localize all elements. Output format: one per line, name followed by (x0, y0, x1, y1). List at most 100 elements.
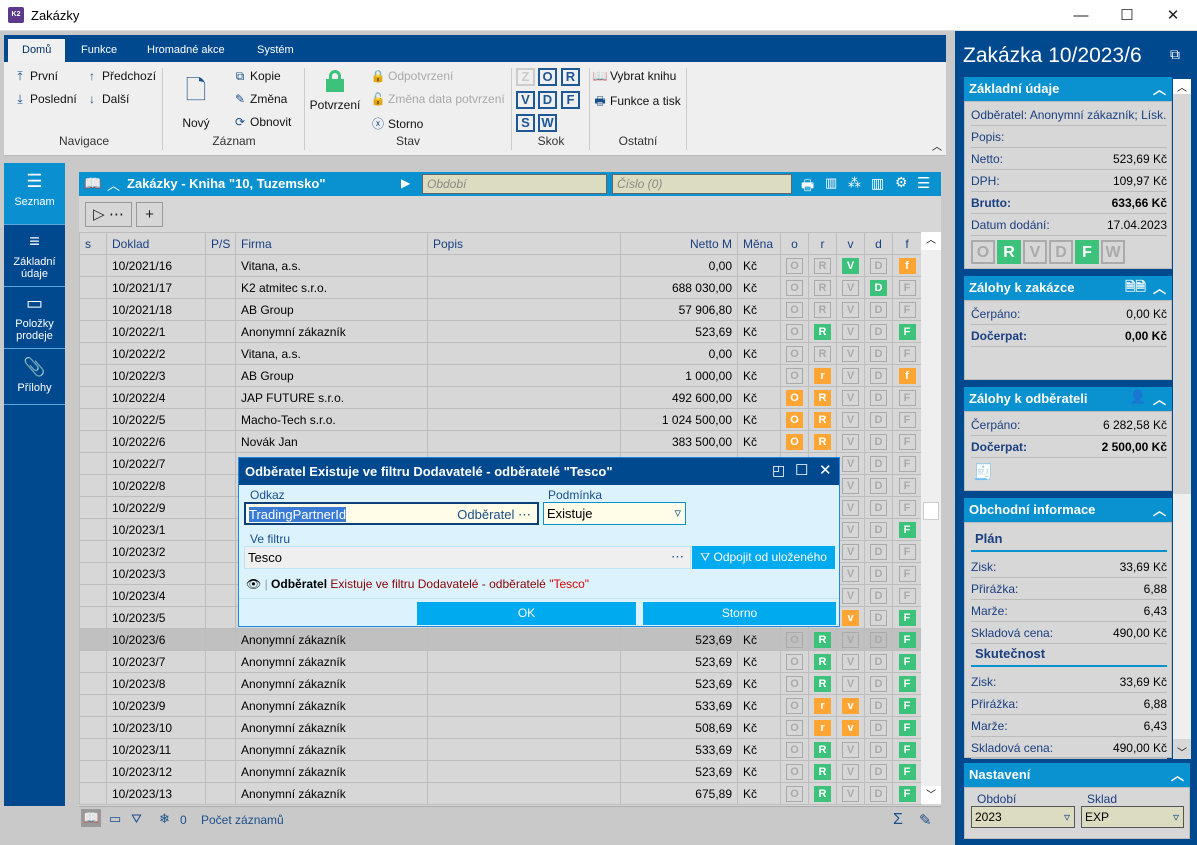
nav-zakladni-udaje[interactable]: ≡ Základní údaje (4, 225, 65, 287)
invoice-coins-icon[interactable]: 🧾 (973, 464, 993, 481)
gear-icon[interactable]: ⚙ (895, 174, 908, 190)
column-header-f[interactable]: f (892, 232, 922, 255)
snowflake-icon[interactable]: ❄ (159, 811, 170, 826)
chevron-up-icon[interactable]: ︿ (107, 178, 121, 193)
table-row[interactable]: 10/2023/12 Anonymní zákazník 523,69 Kč O R V D F (79, 760, 922, 783)
table-row[interactable]: 10/2022/6 Novák Jan 383 500,00 Kč O R V D F (79, 430, 922, 453)
copy-button[interactable]: ⧉ Kopie (232, 69, 281, 84)
table-row[interactable]: 10/2023/7 Anonymní zákazník 523,69 Kč O R V D F (79, 650, 922, 673)
ellipsis-icon[interactable]: ⋯ (518, 507, 531, 522)
jump-f-button[interactable]: F (561, 91, 580, 109)
collapse-ribbon-icon[interactable]: ︿ (932, 142, 942, 153)
minimize-button[interactable]: — (1073, 7, 1089, 24)
jump-d-button[interactable]: D (538, 91, 557, 109)
close-button[interactable]: ✕ (1166, 7, 1180, 24)
table-row[interactable]: 10/2022/2 Vitana, a.s. 0,00 Kč O R V D F (79, 342, 922, 365)
nav-prilohy[interactable]: 📎 Přílohy (4, 349, 65, 405)
ellipsis-icon[interactable]: ⋯ (671, 549, 684, 564)
chevron-up-icon[interactable]: ︿ (1152, 281, 1166, 296)
scroll-up-icon[interactable]: ︿ (921, 232, 941, 250)
chevron-up-icon[interactable]: ︿ (1152, 392, 1166, 407)
document-icon[interactable]: 🗎🗎 (1125, 279, 1146, 294)
table-row[interactable]: 10/2023/11 Anonymní zákazník 533,69 Kč O R V D F (79, 738, 922, 761)
period-filter-input[interactable]: Období (422, 174, 607, 194)
section-header-business[interactable]: Obchodní informace ︿ (964, 498, 1172, 522)
jump-s-button[interactable]: S (516, 114, 535, 132)
cancel-state-button[interactable]: ⓧ Storno (371, 117, 424, 131)
popout-icon[interactable]: ⧉ (1170, 46, 1180, 62)
link-input[interactable]: TradingPartnerId Odběratel ⋯ (244, 502, 539, 525)
table-row[interactable]: 10/2023/6 Anonymní zákazník 523,69 Kč O R V D F (79, 628, 922, 651)
store-select[interactable]: EXP ▿ (1081, 806, 1184, 828)
printer-icon[interactable]: 🖶 (801, 177, 815, 193)
detach-saved-button[interactable]: ⛛ Odpojit od uloženého (692, 546, 835, 569)
run-button[interactable]: ▷ ⋯ (85, 202, 132, 227)
user-document-icon[interactable]: 👤 (1129, 389, 1146, 404)
record-count-label[interactable]: Počet záznamů (201, 813, 284, 827)
detail-scrollbar[interactable]: ︿ ﹀ (1173, 79, 1191, 759)
book-view-icon[interactable]: 📖 (81, 809, 102, 827)
pencil-icon[interactable]: ✎ (919, 812, 932, 829)
column-header-firma[interactable]: Firma (235, 232, 428, 255)
last-button[interactable]: ⤓ Poslední (12, 92, 76, 107)
period-select[interactable]: 2023 ▿ (971, 806, 1075, 828)
table-row[interactable]: 10/2022/4 JAP FUTURE s.r.o. 492 600,00 Kč O R… (79, 386, 922, 409)
section-header-basic[interactable]: Základní údaje ︿ (964, 77, 1172, 101)
table-row[interactable]: 10/2021/17 K2 atmitec s.r.o. 688 030,00 Kč O… (79, 276, 922, 299)
jump-v-button[interactable]: V (516, 91, 535, 109)
chevron-up-icon[interactable]: ︿ (1170, 768, 1184, 783)
tab-system[interactable]: Systém (257, 44, 294, 56)
columns-icon[interactable]: ▥ (871, 175, 885, 191)
play-dropdown-icon[interactable]: ▶ (401, 176, 411, 190)
filter-input[interactable]: Tesco ⋯ (244, 546, 691, 569)
eye-icon[interactable]: 👁 (246, 577, 262, 591)
scroll-up-icon[interactable]: ︿ (1173, 79, 1191, 94)
previous-button[interactable]: ↑ Předchozí (84, 69, 156, 83)
refresh-button[interactable]: ⟳ Obnovit (232, 115, 291, 129)
jump-w-button[interactable]: W (538, 114, 557, 132)
table-row[interactable]: 10/2022/5 Macho-Tech s.r.o. 1 024 500,00 Kč… (79, 408, 922, 431)
storno-button[interactable]: Storno (643, 602, 836, 625)
jump-z-button[interactable]: Z (516, 68, 535, 86)
next-button[interactable]: ↓ Další (84, 92, 129, 106)
hamburger-menu-icon[interactable]: ☰ (917, 175, 931, 192)
nav-polozky-prodeje[interactable]: ▭ Položky prodeje (4, 287, 65, 349)
column-header-o[interactable]: o (780, 232, 809, 255)
scroll-down-icon[interactable]: ﹀ (921, 786, 941, 804)
ok-button[interactable]: OK (417, 602, 636, 625)
table-row[interactable]: 10/2023/13 Anonymní zákazník 675,89 Kč O R V D F (79, 782, 922, 805)
scroll-thumb[interactable] (923, 502, 939, 520)
section-header-settings[interactable]: Nastavení ︿ (964, 763, 1190, 787)
maximize-icon[interactable]: ☐ (795, 462, 809, 479)
jump-o-button[interactable]: O (538, 68, 557, 86)
new-button[interactable]: 🗋 Nový (176, 72, 216, 130)
tab-funkce[interactable]: Funkce (81, 44, 118, 56)
section-header-advance-order[interactable]: Zálohy k zakázce 🗎🗎 ︿ (964, 276, 1172, 300)
close-icon[interactable]: ✕ (819, 462, 832, 479)
filter-icon[interactable]: ⛛ (131, 811, 142, 826)
book-icon[interactable]: 📖 (84, 175, 102, 191)
column-header-popis[interactable]: Popis (427, 232, 621, 255)
column-header-d[interactable]: d (864, 232, 893, 255)
number-search-input[interactable]: Číslo (0) (612, 174, 792, 194)
column-header-s[interactable]: s (79, 232, 107, 255)
choose-book-button[interactable]: 📖 Vybrat knihu (592, 69, 677, 83)
add-button[interactable]: + (136, 202, 163, 227)
archive-icon[interactable]: ▭ (109, 811, 122, 826)
table-row[interactable]: 10/2023/8 Anonymní zákazník 523,69 Kč O R V D F (79, 672, 922, 695)
table-row[interactable]: 10/2022/1 Anonymní zákazník 523,69 Kč O R V D F (79, 320, 922, 343)
chevron-up-icon[interactable]: ︿ (1152, 82, 1166, 97)
edit-button[interactable]: ✎ Změna (232, 92, 287, 106)
first-button[interactable]: ⤒ První (12, 69, 58, 84)
chart-icon[interactable]: ▥ (825, 175, 838, 190)
cubes-icon[interactable]: ⁂ (848, 175, 861, 190)
column-header-p-s[interactable]: P/S (205, 232, 236, 255)
change-date-button[interactable]: 🔓 Změna data potvrzení (370, 92, 505, 106)
chevron-up-icon[interactable]: ︿ (1152, 503, 1166, 518)
column-header-r[interactable]: r (808, 232, 837, 255)
confirm-button[interactable]: Potvrzení (308, 70, 362, 112)
